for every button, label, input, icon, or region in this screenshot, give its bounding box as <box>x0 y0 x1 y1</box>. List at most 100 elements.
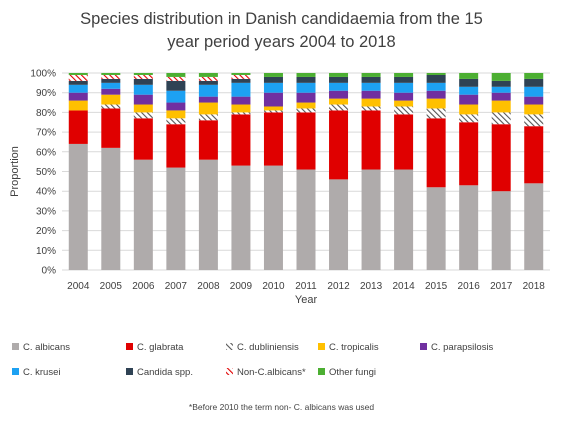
bar-segment-c-dubliniensis <box>231 112 251 115</box>
bar-segment-other-fungi <box>524 73 544 79</box>
bar-segment-c-glabrata <box>394 114 414 170</box>
bar-segment-candida-spp <box>68 80 88 85</box>
axes: 0% 10% 20% 30% 40% 50% 60% 70% 80% 90% 100% 2004 200… <box>9 69 545 307</box>
legend-item: C. albicans <box>12 342 70 353</box>
bar-segment-other-fungi <box>394 73 414 77</box>
bar-segment-c-krusei <box>296 82 316 93</box>
bar-segment-c-parapsilosis <box>426 90 446 99</box>
bar-segment-c-krusei <box>68 84 88 93</box>
legend-swatch <box>318 343 325 350</box>
bar-segment-c-parapsilosis <box>524 96 544 105</box>
bar-segment-other-fungi <box>329 73 349 77</box>
bar-segment-other-fungi <box>361 73 381 77</box>
chart-title-line-1: Species distribution in Danish candidaem… <box>80 10 483 28</box>
bar-stack-2006 <box>133 73 153 270</box>
bar-segment-c-krusei <box>426 82 446 91</box>
x-tick-label: 2009 <box>230 281 253 292</box>
bar-segment-c-glabrata <box>524 126 544 184</box>
bar-segment-non-c-albicans <box>68 74 88 81</box>
bar-segment-c-krusei <box>524 86 544 97</box>
bar-segment-candida-spp <box>426 74 446 83</box>
legend-item: C. dubliniensis <box>226 342 299 353</box>
bar-stack-2004 <box>68 73 88 270</box>
bar-segment-c-parapsilosis <box>231 96 251 105</box>
bar-segment-c-krusei <box>101 82 121 89</box>
bar-stack-2011 <box>296 73 316 270</box>
bar-segment-other-fungi <box>133 73 153 75</box>
bar-segment-candida-spp <box>459 78 479 87</box>
bars <box>68 73 544 270</box>
bar-segment-other-fungi <box>68 73 88 75</box>
y-tick-label: 70% <box>36 128 56 139</box>
bar-segment-c-albicans <box>231 165 251 270</box>
legend-label: Other fungi <box>329 367 376 378</box>
bar-stack-2015 <box>426 73 446 270</box>
legend-item: Non-C.albicans* <box>226 367 306 378</box>
legend-swatch <box>12 343 19 350</box>
bar-segment-c-parapsilosis <box>361 90 381 99</box>
chart-title: Species distribution in Danish candidaem… <box>0 8 563 54</box>
bar-segment-c-parapsilosis <box>166 102 186 111</box>
footnote: *Before 2010 the term non- C. albicans w… <box>188 402 375 412</box>
bar-segment-c-parapsilosis <box>198 96 218 103</box>
bar-segment-c-albicans <box>329 179 349 270</box>
bar-segment-c-krusei <box>263 82 283 93</box>
bar-segment-c-glabrata <box>296 112 316 170</box>
bar-segment-c-albicans <box>198 159 218 270</box>
bar-segment-c-albicans <box>426 187 446 270</box>
bar-segment-c-krusei <box>133 84 153 95</box>
bar-segment-other-fungi <box>166 73 186 77</box>
bar-segment-other-fungi <box>231 73 251 75</box>
bar-segment-candida-spp <box>394 76 414 83</box>
y-tick-label: 20% <box>36 226 56 237</box>
legend-label: Candida spp. <box>137 367 193 378</box>
legend-swatch <box>126 343 133 350</box>
legend-label: C. tropicalis <box>329 342 379 353</box>
legend-swatch <box>420 343 427 350</box>
legend-item: C. glabrata <box>126 342 184 353</box>
legend-label: C. dubliniensis <box>237 342 299 353</box>
bar-segment-c-tropicalis <box>491 100 511 113</box>
bar-segment-candida-spp <box>166 80 186 91</box>
legend-label: C. glabrata <box>137 342 184 353</box>
y-tick-label: 50% <box>36 167 56 178</box>
bar-segment-c-tropicalis <box>198 102 218 115</box>
legend-item: Candida spp. <box>126 367 193 378</box>
bar-segment-non-c-albicans <box>133 74 153 79</box>
bar-stack-2008 <box>198 73 218 270</box>
x-tick-label: 2014 <box>392 281 415 292</box>
bar-segment-c-glabrata <box>329 110 349 180</box>
x-tick-label: 2016 <box>458 281 481 292</box>
bar-stack-2007 <box>166 73 186 270</box>
bar-segment-c-glabrata <box>68 110 88 144</box>
bar-segment-c-glabrata <box>231 114 251 166</box>
legend-swatch <box>126 368 133 375</box>
bar-segment-c-albicans <box>166 167 186 270</box>
bar-segment-c-parapsilosis <box>459 94 479 105</box>
bar-segment-candida-spp <box>491 80 511 87</box>
bar-stack-2016 <box>459 73 479 270</box>
y-tick-label: 0% <box>42 266 57 277</box>
bar-segment-c-krusei <box>491 86 511 93</box>
bar-stack-2014 <box>394 73 414 270</box>
bar-segment-c-albicans <box>394 169 414 270</box>
bar-segment-c-krusei <box>361 82 381 91</box>
x-tick-label: 2006 <box>132 281 155 292</box>
bar-segment-c-dubliniensis <box>524 114 544 127</box>
bar-segment-c-albicans <box>491 191 511 270</box>
bar-segment-non-c-albicans <box>101 74 121 79</box>
bar-segment-c-krusei <box>166 90 186 103</box>
legend-label: C. krusei <box>23 367 60 378</box>
bar-segment-c-tropicalis <box>101 94 121 105</box>
bar-segment-c-dubliniensis <box>329 104 349 111</box>
bar-segment-c-dubliniensis <box>263 110 283 113</box>
bar-segment-c-krusei <box>329 82 349 91</box>
bar-segment-c-tropicalis <box>459 104 479 115</box>
bar-segment-c-krusei <box>231 82 251 97</box>
chart-title-line-2: year period years 2004 to 2018 <box>167 33 396 51</box>
bar-segment-c-parapsilosis <box>394 92 414 101</box>
bar-segment-c-albicans <box>263 165 283 270</box>
bar-stack-2005 <box>101 73 121 270</box>
bar-segment-candida-spp <box>296 76 316 83</box>
bar-segment-c-glabrata <box>198 120 218 160</box>
